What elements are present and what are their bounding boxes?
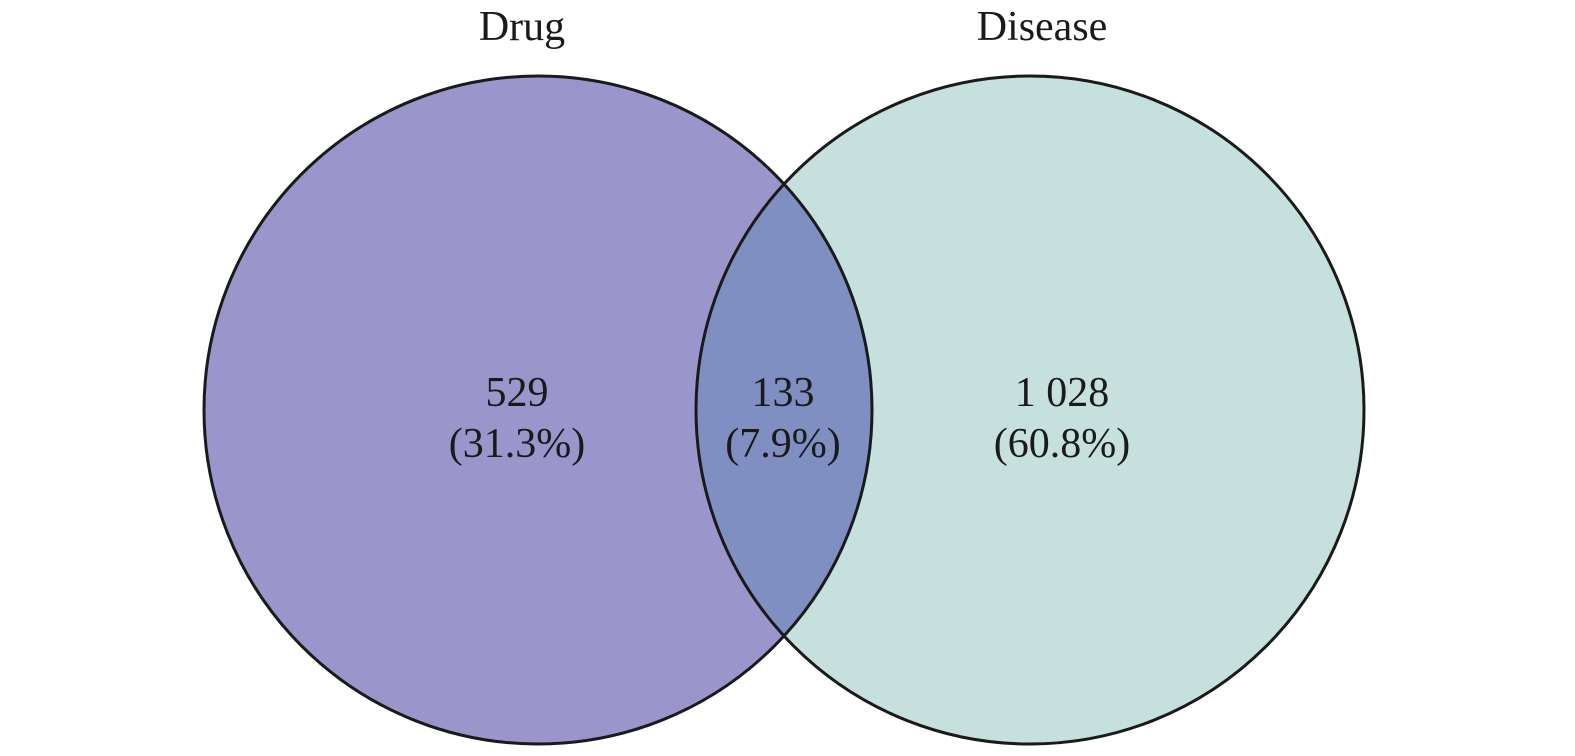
drug-set-label: Drug [479,4,565,50]
drug-only-percent: (31.3%) [449,421,585,467]
disease-only-percent: (60.8%) [994,421,1130,467]
intersection-count: 133 [752,370,815,416]
disease-only-count: 1 028 [1015,370,1110,416]
drug-circle-outline [202,74,874,746]
drug-set-circle [204,76,872,744]
drug-only-count: 529 [486,370,549,416]
disease-circle-outline [694,74,1366,746]
disease-set-label: Disease [977,4,1108,50]
intersection-percent: (7.9%) [725,421,840,467]
disease-set-circle [696,76,1364,744]
